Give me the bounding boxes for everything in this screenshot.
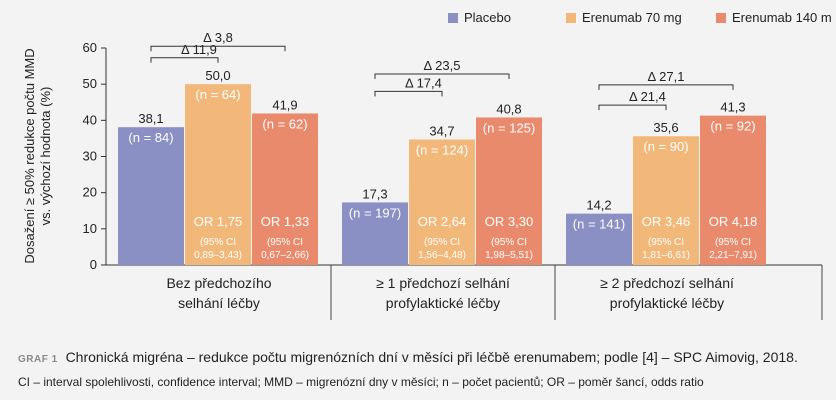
bar-or-label: OR 3,46 [642, 214, 690, 229]
y-tick-label: 0 [90, 257, 97, 272]
legend-swatch [566, 13, 576, 23]
bar-ci-label: 1,56–4,48) [418, 250, 466, 261]
bar-n-label: (n = 124) [416, 143, 468, 158]
delta-bracket [150, 45, 286, 52]
bar-value-label: 17,3 [362, 186, 387, 201]
bar-value-label: 50,0 [205, 68, 230, 83]
y-axis-label: vs. výchozí hodnota (%) [38, 87, 53, 226]
delta-label: Δ 3,8 [203, 30, 233, 45]
bar [252, 113, 318, 265]
bar-ci-label: (95% CI [715, 237, 751, 248]
bar-or-label: OR 3,30 [485, 214, 533, 229]
figure-caption: GRAF 1 Chronická migréna – redukce počtu… [18, 348, 828, 369]
legend-swatch [448, 13, 458, 23]
delta-bracket [598, 84, 734, 90]
bar-n-label: (n = 197) [349, 205, 401, 220]
caption-text: Chronická migréna – redukce počtu migren… [65, 349, 798, 365]
bar-n-label: (n = 141) [573, 217, 625, 232]
bar-ci-label: (95% CI [648, 237, 684, 248]
bar [409, 139, 475, 265]
bar-or-label: OR 4,18 [709, 214, 757, 229]
x-category-label: selhání léčby [178, 295, 260, 311]
bar-n-label: (n = 84) [128, 130, 173, 145]
delta-label: Δ 17,4 [405, 75, 442, 90]
delta-label: Δ 21,4 [629, 89, 666, 104]
bar [118, 127, 184, 265]
x-category-label: Bez předchozího [166, 275, 271, 291]
y-axis-label: Dosažení ≥ 50% redukce počtu MMD [22, 48, 37, 263]
delta-bracket [150, 57, 219, 63]
bar-n-label: (n = 92) [710, 119, 755, 134]
legend-label: Erenumab 140 m [732, 10, 832, 25]
bar-ci-label: (95% CI [267, 237, 303, 248]
bar-ci-label: 0,67–2,66) [261, 250, 309, 261]
bar-ci-label: (95% CI [424, 237, 460, 248]
bar [700, 115, 766, 265]
chart-area: Dosažení ≥ 50% redukce počtu MMD vs. vých… [22, 10, 832, 320]
bar-chart: Dosažení ≥ 50% redukce počtu MMD vs. vých… [22, 10, 832, 320]
bar-value-label: 38,1 [138, 111, 163, 126]
bar-n-label: (n = 125) [483, 120, 535, 135]
bar-ci-label: 1,98–5,51) [485, 250, 533, 261]
bar-n-label: (n = 90) [643, 139, 688, 154]
bar-value-label: 35,6 [653, 120, 678, 135]
bar-ci-label: 2,21–7,91) [709, 250, 757, 261]
bar-ci-label: (95% CI [200, 237, 236, 248]
x-category-label: ≥ 2 předchozí selhání [600, 275, 734, 291]
legend-label: Erenumab 70 mg [582, 10, 682, 25]
delta-label: Δ 11,9 [181, 42, 217, 57]
bar [342, 202, 408, 265]
bar-n-label: (n = 62) [262, 116, 307, 131]
delta-label: Δ 27,1 [648, 69, 685, 84]
x-category-label: ≥ 1 předchozí selhání [376, 275, 510, 291]
bar-ci-label: 0,89–3,43) [194, 250, 242, 261]
delta-bracket [598, 104, 667, 111]
y-tick-label: 20 [83, 185, 97, 200]
bar [476, 117, 542, 265]
delta-bracket [374, 90, 443, 97]
bar-value-label: 14,2 [586, 198, 611, 213]
bar-value-label: 41,3 [720, 100, 745, 115]
x-category-label: profylaktické léčby [610, 295, 724, 311]
bar-value-label: 34,7 [429, 124, 454, 139]
bar-or-label: OR 1,33 [261, 214, 309, 229]
legend-label: Placebo [464, 10, 511, 25]
bar-value-label: 41,9 [272, 97, 297, 112]
bar-or-label: OR 2,64 [418, 214, 466, 229]
y-tick-label: 60 [83, 40, 97, 55]
bar [633, 136, 699, 265]
y-tick-label: 40 [83, 112, 97, 127]
y-tick-label: 30 [83, 149, 97, 164]
bar-or-label: OR 1,75 [194, 214, 242, 229]
y-tick-label: 50 [83, 76, 97, 91]
delta-bracket [374, 73, 510, 80]
figure-footnote: CI – interval spolehlivosti, confidence … [18, 375, 704, 389]
bar-ci-label: 1,81–6,61) [642, 250, 690, 261]
bar [566, 213, 632, 265]
bar-value-label: 40,8 [496, 101, 521, 116]
bar [185, 84, 251, 266]
delta-label: Δ 23,5 [424, 58, 461, 73]
x-category-label: profylaktické léčby [386, 295, 500, 311]
bar-ci-label: (95% CI [491, 237, 527, 248]
legend-swatch [716, 13, 726, 23]
figure-number: GRAF 1 [18, 354, 58, 365]
bar-n-label: (n = 64) [195, 87, 240, 102]
y-tick-label: 10 [83, 221, 97, 236]
